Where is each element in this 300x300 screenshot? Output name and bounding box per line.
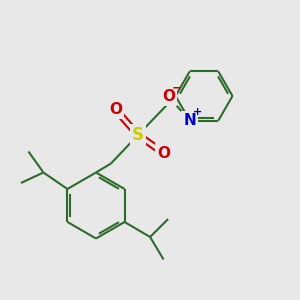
Text: +: +	[193, 107, 202, 117]
Text: N: N	[183, 113, 196, 128]
Text: O: O	[157, 146, 170, 160]
Text: S: S	[132, 126, 144, 144]
Text: O: O	[109, 102, 122, 117]
Text: −: −	[172, 81, 182, 94]
Text: O: O	[162, 89, 175, 104]
